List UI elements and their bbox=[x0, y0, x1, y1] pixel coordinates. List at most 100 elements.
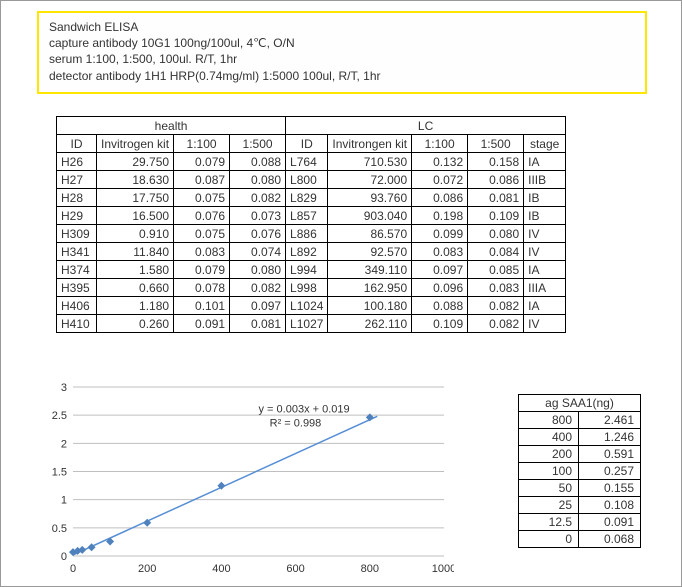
table-cell: 0.910 bbox=[97, 225, 174, 243]
table-cell: 0.074 bbox=[230, 243, 286, 261]
table-cell: 0.097 bbox=[230, 297, 286, 315]
table-cell: 92.570 bbox=[328, 243, 412, 261]
table-row: H3741.5800.0790.080L994349.1100.0970.085… bbox=[57, 261, 566, 279]
table-cell: 0.075 bbox=[174, 189, 230, 207]
table-cell: 0.158 bbox=[468, 153, 524, 171]
table-cell: 0.080 bbox=[468, 225, 524, 243]
table-cell: 0.075 bbox=[174, 225, 230, 243]
header-line2: capture antibody 10G1 100ng/100ul, 4℃, O… bbox=[49, 35, 635, 51]
table-cell: 0.081 bbox=[468, 189, 524, 207]
table-cell: 16.500 bbox=[97, 207, 174, 225]
table-cell: H26 bbox=[57, 153, 97, 171]
table-cell: 86.570 bbox=[328, 225, 412, 243]
table-cell: IA bbox=[524, 297, 566, 315]
table-cell: 0.079 bbox=[174, 261, 230, 279]
header-box: Sandwich ELISA capture antibody 10G1 100… bbox=[37, 11, 647, 94]
table-cell: H410 bbox=[57, 315, 97, 333]
table-cell: 0.086 bbox=[412, 189, 468, 207]
table-cell: 0.084 bbox=[468, 243, 524, 261]
table-row: H2629.7500.0790.088L764710.5300.1320.158… bbox=[57, 153, 566, 171]
table-cell: 262.110 bbox=[328, 315, 412, 333]
table-row: 8002.461 bbox=[519, 412, 641, 429]
table-cell: 25 bbox=[519, 497, 579, 514]
group-header-lc: LC bbox=[286, 117, 566, 135]
svg-text:1000: 1000 bbox=[432, 563, 454, 575]
svg-text:R² = 0.998: R² = 0.998 bbox=[270, 417, 322, 429]
table-cell: 0.155 bbox=[579, 480, 641, 497]
table-cell: 0.078 bbox=[174, 279, 230, 297]
table-cell: 0.076 bbox=[230, 225, 286, 243]
table-cell: 0.068 bbox=[579, 531, 641, 548]
table-row: H3090.9100.0750.076L88686.5700.0990.080I… bbox=[57, 225, 566, 243]
table-cell: 0.080 bbox=[230, 171, 286, 189]
svg-text:1.5: 1.5 bbox=[52, 467, 67, 479]
table-cell: 0.097 bbox=[412, 261, 468, 279]
standard-curve-chart: 00.511.522.5302004006008001000y = 0.003x… bbox=[39, 381, 454, 576]
table-cell: L829 bbox=[286, 189, 328, 207]
table-cell: 11.840 bbox=[97, 243, 174, 261]
table-cell: IB bbox=[524, 189, 566, 207]
table-cell: 200 bbox=[519, 446, 579, 463]
svg-text:0: 0 bbox=[70, 563, 76, 575]
table-cell: L998 bbox=[286, 279, 328, 297]
table-cell: 0.109 bbox=[412, 315, 468, 333]
table-row: 250.108 bbox=[519, 497, 641, 514]
table-cell: 400 bbox=[519, 429, 579, 446]
table-cell: IA bbox=[524, 261, 566, 279]
svg-text:0.5: 0.5 bbox=[52, 523, 67, 535]
table-row: 1000.257 bbox=[519, 463, 641, 480]
table-cell: 0.660 bbox=[97, 279, 174, 297]
table-cell: 162.950 bbox=[328, 279, 412, 297]
table-cell: 0.076 bbox=[174, 207, 230, 225]
table-cell: 0.591 bbox=[579, 446, 641, 463]
col-d100-lc: 1:100 bbox=[412, 135, 468, 153]
header-line1: Sandwich ELISA bbox=[49, 19, 635, 35]
table-cell: 0.088 bbox=[412, 297, 468, 315]
col-stage: stage bbox=[524, 135, 566, 153]
col-d500-health: 1:500 bbox=[230, 135, 286, 153]
table-row: H2718.6300.0870.080L80072.0000.0720.086I… bbox=[57, 171, 566, 189]
table-cell: 29.750 bbox=[97, 153, 174, 171]
table-cell: 0.085 bbox=[468, 261, 524, 279]
table-cell: 0.073 bbox=[230, 207, 286, 225]
table-cell: H374 bbox=[57, 261, 97, 279]
table-row: 00.068 bbox=[519, 531, 641, 548]
table-cell: 0.101 bbox=[174, 297, 230, 315]
svg-text:y = 0.003x + 0.019: y = 0.003x + 0.019 bbox=[259, 403, 350, 415]
table-cell: 0.083 bbox=[468, 279, 524, 297]
table-cell: 0.260 bbox=[97, 315, 174, 333]
table-cell: 0.087 bbox=[174, 171, 230, 189]
table-cell: 0.082 bbox=[230, 279, 286, 297]
table-row: 2000.591 bbox=[519, 446, 641, 463]
col-id-health: ID bbox=[57, 135, 97, 153]
table-cell: 0.081 bbox=[230, 315, 286, 333]
table-cell: 0.086 bbox=[468, 171, 524, 189]
table-cell: H341 bbox=[57, 243, 97, 261]
table-cell: H28 bbox=[57, 189, 97, 207]
table-cell: H27 bbox=[57, 171, 97, 189]
table-row: 12.50.091 bbox=[519, 514, 641, 531]
table-cell: L892 bbox=[286, 243, 328, 261]
table-row: H3950.6600.0780.082L998162.9500.0960.083… bbox=[57, 279, 566, 297]
svg-text:0: 0 bbox=[61, 551, 67, 563]
table-cell: 0.082 bbox=[230, 189, 286, 207]
table-cell: IV bbox=[524, 315, 566, 333]
table-cell: 0.088 bbox=[230, 153, 286, 171]
table-cell: 0.083 bbox=[174, 243, 230, 261]
table-cell: 100 bbox=[519, 463, 579, 480]
table-cell: 710.530 bbox=[328, 153, 412, 171]
svg-text:200: 200 bbox=[138, 563, 156, 575]
table-cell: IIIB bbox=[524, 171, 566, 189]
table-cell: H406 bbox=[57, 297, 97, 315]
table-cell: 800 bbox=[519, 412, 579, 429]
table-cell: L764 bbox=[286, 153, 328, 171]
table-cell: 0.080 bbox=[230, 261, 286, 279]
table-cell: 72.000 bbox=[328, 171, 412, 189]
table-row: H4061.1800.1010.097L1024100.1800.0880.08… bbox=[57, 297, 566, 315]
table-row: 4001.246 bbox=[519, 429, 641, 446]
table-cell: H309 bbox=[57, 225, 97, 243]
table-cell: 17.750 bbox=[97, 189, 174, 207]
table-cell: 12.5 bbox=[519, 514, 579, 531]
table-cell: 1.246 bbox=[579, 429, 641, 446]
table-cell: 0 bbox=[519, 531, 579, 548]
